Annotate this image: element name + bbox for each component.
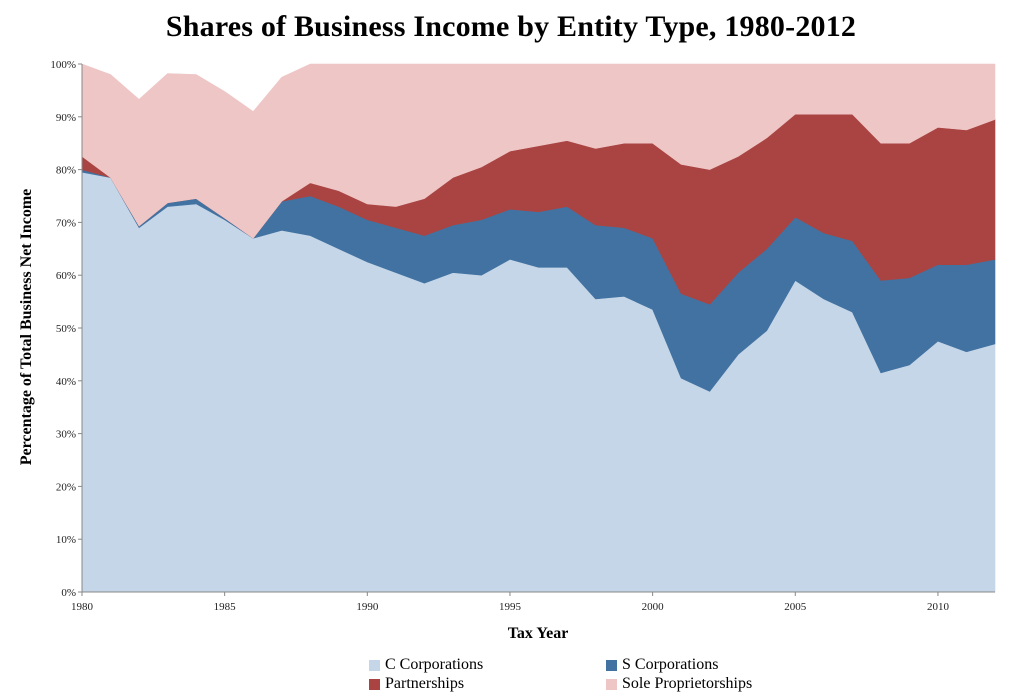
x-tick-label: 2000 bbox=[642, 601, 665, 613]
legend-label: S Corporations bbox=[622, 656, 719, 673]
y-tick-label: 100% bbox=[50, 59, 76, 71]
ticks-layer: 0% 10% 20% 30% 40% 50% 60% 70% 80% 90% 100% 1980 198… bbox=[50, 59, 949, 613]
legend: C Corporations S Corporations Partnerships… bbox=[369, 656, 829, 696]
legend-swatch bbox=[369, 659, 380, 671]
legend-label: Sole Proprietorships bbox=[622, 675, 753, 692]
x-tick-label: 1995 bbox=[499, 601, 522, 613]
y-tick-label: 90% bbox=[56, 112, 76, 124]
x-axis-title: Tax Year bbox=[508, 625, 569, 642]
y-tick-label: 0% bbox=[61, 587, 76, 599]
y-tick-label: 70% bbox=[56, 217, 76, 229]
legend-swatch bbox=[369, 678, 380, 690]
chart-title: Shares of Business Income by Entity Type… bbox=[165, 10, 857, 43]
y-tick-label: 10% bbox=[56, 534, 76, 546]
x-tick-label: 2005 bbox=[784, 601, 807, 613]
y-tick-label: 80% bbox=[56, 165, 76, 177]
legend-label: C Corporations bbox=[385, 656, 484, 673]
y-tick-label: 60% bbox=[56, 270, 76, 282]
legend-swatch bbox=[606, 659, 617, 671]
x-tick-label: 1990 bbox=[356, 601, 379, 613]
y-tick-label: 50% bbox=[56, 323, 76, 335]
legend-swatch bbox=[606, 678, 617, 690]
areas-layer bbox=[81, 63, 996, 593]
y-tick-label: 40% bbox=[56, 376, 76, 388]
y-axis-title: Percentage of Total Business Net Income bbox=[18, 189, 35, 466]
y-tick-label: 30% bbox=[56, 429, 76, 441]
legend-item-sole-proprietorships: Sole Proprietorships bbox=[606, 675, 752, 693]
legend-item-partnerships: Partnerships bbox=[369, 675, 464, 693]
series-area-sole-proprietorships bbox=[81, 63, 996, 239]
legend-label: Partnerships bbox=[385, 675, 465, 692]
y-tick-label: 20% bbox=[56, 481, 76, 493]
x-tick-label: 1985 bbox=[214, 601, 237, 613]
x-tick-label: 2010 bbox=[927, 601, 950, 613]
legend-item-s-corporations: S Corporations bbox=[606, 656, 718, 674]
legend-item-c-corporations: C Corporations bbox=[369, 656, 483, 674]
x-tick-label: 1980 bbox=[71, 601, 94, 613]
